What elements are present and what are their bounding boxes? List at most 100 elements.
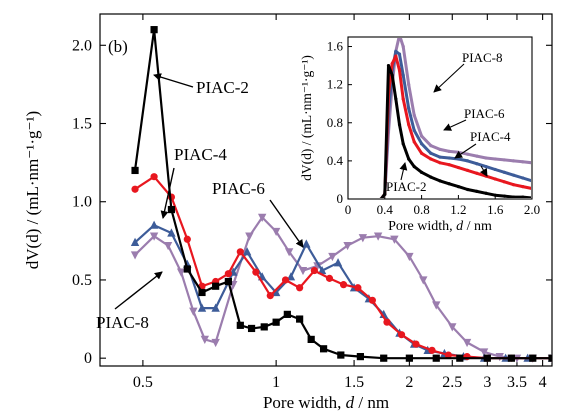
inset-x-tick-label: 1.2 (450, 202, 466, 217)
point-piac8 (271, 227, 281, 237)
inset-point-piac2 (447, 182, 451, 186)
inset-point-piac8 (438, 147, 442, 152)
inset-point-piac6 (401, 73, 405, 77)
point-piac8 (448, 323, 457, 332)
inset-point-piac6 (502, 170, 506, 174)
inset-point-piac6 (466, 159, 470, 163)
inset-x-axis-label: Pore width, d / nm (388, 219, 492, 234)
inset-point-piac8 (407, 83, 411, 87)
inset-point-piac6 (484, 165, 488, 169)
point-piac4 (131, 185, 139, 193)
inset-point-piac6 (493, 167, 497, 172)
point-piac2 (183, 265, 191, 273)
annotation-arrow-piac6 (269, 199, 304, 248)
point-piac8 (257, 213, 267, 222)
inset-point-piac8 (530, 161, 531, 165)
inset-point-piac4 (521, 185, 525, 189)
point-piac4 (281, 276, 290, 284)
inset-x-axis: 0 0.4 0.8 1.2 1.6 2.0 (345, 195, 540, 217)
inset-point-piac6 (511, 173, 516, 177)
main-y-axis: 0 0.5 1.0 1.5 2.0 (72, 37, 552, 367)
main-x-tick-label: 4 (539, 374, 547, 391)
inset-y-tick-label: 0.4 (327, 153, 344, 168)
point-piac2 (356, 353, 364, 361)
inset-point-piac8 (412, 113, 416, 117)
inset-point-piac4 (429, 157, 433, 161)
inset-annotations: PIAC-8 PIAC-6 PIAC-4 PIAC-2 (386, 50, 511, 194)
inset-point-piac2 (466, 187, 470, 192)
inset-line-piac2 (379, 64, 531, 198)
point-piac2 (272, 318, 280, 326)
point-piac4 (325, 274, 334, 282)
inset-point-piac2 (420, 170, 424, 174)
point-piac6 (333, 258, 343, 267)
point-piac2 (150, 26, 158, 34)
point-piac8 (211, 338, 220, 348)
point-piac8 (405, 252, 414, 262)
point-piac6 (271, 287, 281, 297)
point-piac8 (479, 348, 489, 357)
inset-point-piac8 (493, 157, 497, 161)
point-piac4 (266, 292, 274, 300)
inset-point-piac2 (386, 63, 391, 68)
point-piac4 (397, 331, 406, 339)
point-piac2 (405, 354, 413, 362)
inset-annotation-piac6: PIAC-6 (464, 106, 505, 121)
point-piac4 (368, 296, 376, 304)
main-x-tick-label: 1.5 (344, 374, 364, 391)
annotation-piac8: PIAC-8 (96, 313, 149, 332)
main-series-group (130, 26, 552, 363)
inset-point-piac4 (502, 180, 506, 184)
inset-point-piac2 (379, 197, 383, 198)
point-piac4 (236, 248, 244, 256)
point-piac2 (198, 288, 206, 297)
point-piac2 (507, 354, 515, 362)
point-piac4 (150, 173, 158, 181)
panel-label: (b) (108, 37, 128, 56)
inset-point-piac2 (530, 196, 531, 198)
inset-annotation-arrow-piac8 (433, 63, 465, 93)
inset-point-piac2 (521, 195, 525, 198)
inset-point-piac2 (484, 191, 488, 195)
inset-y-tick-label: 1.6 (327, 39, 344, 54)
point-piac4 (428, 346, 436, 354)
point-piac8 (284, 248, 294, 257)
point-piac2 (283, 310, 291, 318)
inset-point-piac4 (511, 183, 516, 187)
inset-annotation-piac8: PIAC-8 (462, 50, 502, 65)
point-piac6 (302, 239, 311, 248)
main-x-tick-label: 2 (405, 374, 413, 391)
inset-x-tick-label: 0 (345, 202, 352, 217)
inset-point-piac8 (511, 159, 516, 163)
inset-point-piac6 (412, 128, 416, 132)
point-piac4 (310, 266, 318, 275)
main-y-tick-label: 1.5 (72, 116, 92, 133)
inset-point-piac4 (447, 163, 451, 167)
point-piac6 (286, 272, 296, 281)
annotation-piac6: PIAC-6 (212, 179, 265, 198)
inset-y-axis-label: dV(d) / (mL·nm⁻¹·g⁻¹) (299, 55, 314, 181)
point-piac2 (380, 354, 388, 362)
inset-point-piac4 (390, 62, 394, 66)
inset-point-piac6 (438, 155, 442, 159)
point-piac4 (339, 281, 348, 289)
main-y-axis-label: dV(d) / (mL·nm⁻¹·g⁻¹) (23, 111, 42, 269)
main-x-tick-label: 2.5 (442, 374, 462, 391)
inset-point-piac2 (502, 194, 506, 198)
inset-point-piac6 (420, 142, 424, 146)
point-piac4 (444, 351, 452, 359)
inset-point-piac2 (407, 157, 411, 161)
main-annotations: PIAC-2 PIAC-4 PIAC-6 PIAC-8 (96, 73, 304, 332)
point-piac2 (167, 205, 176, 214)
point-piac2 (307, 335, 315, 344)
inset-point-piac8 (420, 134, 424, 138)
point-piac4 (383, 318, 391, 326)
inset-point-piac8 (475, 154, 479, 158)
point-piac8 (328, 252, 337, 262)
inset-point-piac8 (484, 156, 488, 160)
inset-point-piac4 (530, 187, 531, 190)
inset-point-piac2 (456, 185, 460, 189)
point-piac8 (163, 241, 173, 251)
point-piac6 (149, 220, 159, 229)
